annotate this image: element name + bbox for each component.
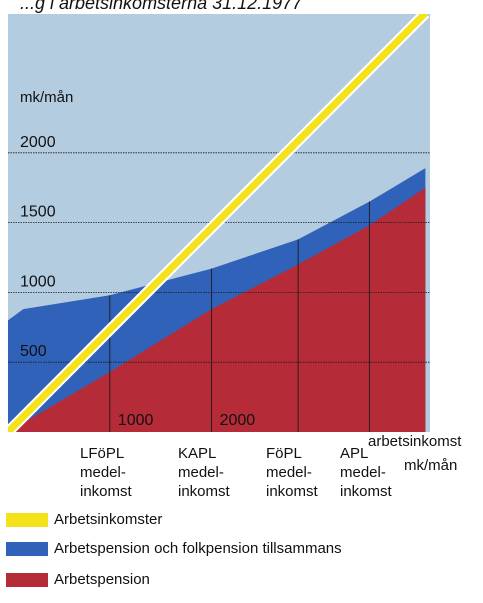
category-labels: LFöPL medel-inkomst KAPL medel-inkomst FöPL m… (80, 445, 393, 500)
chart-title-group: ...g i arbetsinkomsterna 31.12.1977 (20, 0, 303, 13)
chart-title: ...g i arbetsinkomsterna 31.12.1977 (20, 0, 303, 13)
category-line: medel- (178, 464, 224, 481)
category-line: inkomst (80, 483, 133, 500)
category-line: medel- (340, 464, 386, 481)
y-axis-label: mk/mån (20, 89, 73, 106)
line-series-group (8, 14, 430, 432)
y-tick-label-1500: 1500 (20, 204, 56, 221)
category-label-2: KAPL medel-inkomst (178, 445, 231, 500)
category-line: inkomst (178, 483, 231, 500)
legend-swatch (6, 542, 48, 556)
legend-item-1: Arbetsinkomster (6, 511, 162, 528)
legend-item-3: Arbetspension (6, 571, 150, 588)
y-tick-label-2000: 2000 (20, 134, 56, 151)
category-line: KAPL (178, 445, 216, 462)
y-tick-label-500: 500 (20, 343, 47, 360)
legend-label: Arbetsinkomster (54, 511, 162, 528)
legend-swatch (6, 513, 48, 527)
category-line: inkomst (340, 483, 393, 500)
x-axis: 1000 2000 (118, 412, 255, 429)
category-line: FöPL (266, 445, 302, 462)
area-series-group (8, 168, 426, 432)
category-line: APL (340, 445, 368, 462)
legend-label: Arbetspension och folkpension tillsamman… (54, 540, 342, 557)
x-tick-label-2000: 2000 (220, 412, 256, 429)
category-label-1: LFöPL medel-inkomst (80, 445, 133, 500)
y-tick-label-1000: 1000 (20, 273, 56, 290)
category-label-4: APL medel-inkomst (340, 445, 393, 500)
y-axis: mk/mån 500 1000 1500 2000 (20, 89, 73, 360)
legend-item-2: Arbetspension och folkpension tillsamman… (6, 540, 342, 557)
category-line: inkomst (266, 483, 319, 500)
area-arbetspension (8, 187, 426, 432)
legend-label: Arbetspension (54, 571, 150, 588)
legend: Arbetsinkomster Arbetspension och folkpen… (6, 511, 342, 588)
x-axis-label-line-2: mk/mån (404, 457, 457, 474)
x-axis-label-group: arbetsinkomst mk/mån (368, 433, 462, 474)
category-label-3: FöPL medel-inkomst (266, 445, 319, 500)
category-line: LFöPL (80, 445, 124, 462)
x-axis-label-line-1: arbetsinkomst (368, 433, 462, 450)
line-arbetsinkomster (8, 14, 428, 432)
x-tick-label-1000: 1000 (118, 412, 154, 429)
category-line: medel- (80, 464, 126, 481)
legend-swatch (6, 573, 48, 587)
category-line: medel- (266, 464, 312, 481)
